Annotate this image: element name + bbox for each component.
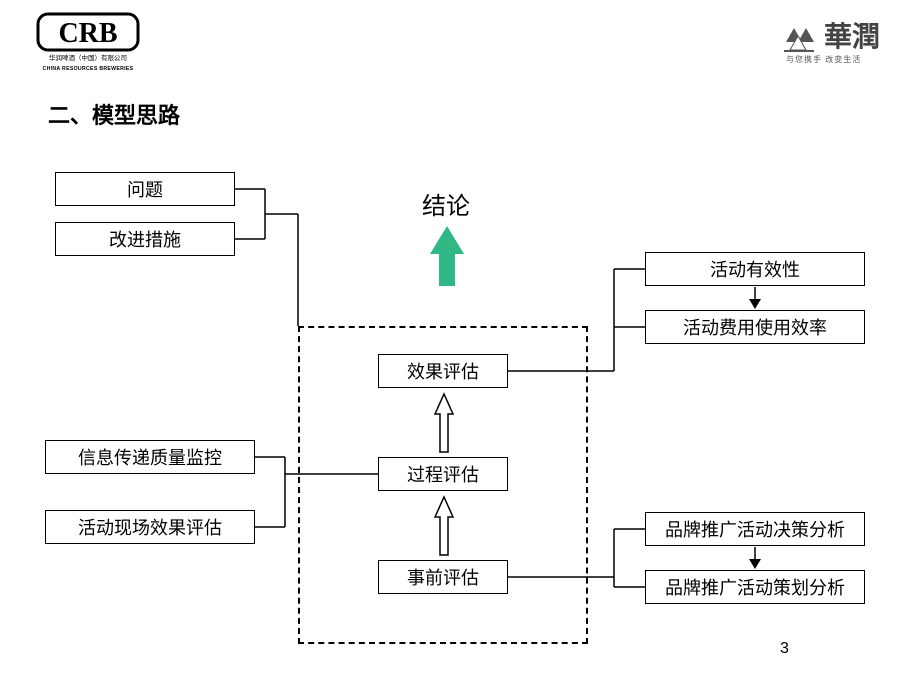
connectors: [0, 0, 920, 690]
page-number: 3: [780, 640, 789, 658]
